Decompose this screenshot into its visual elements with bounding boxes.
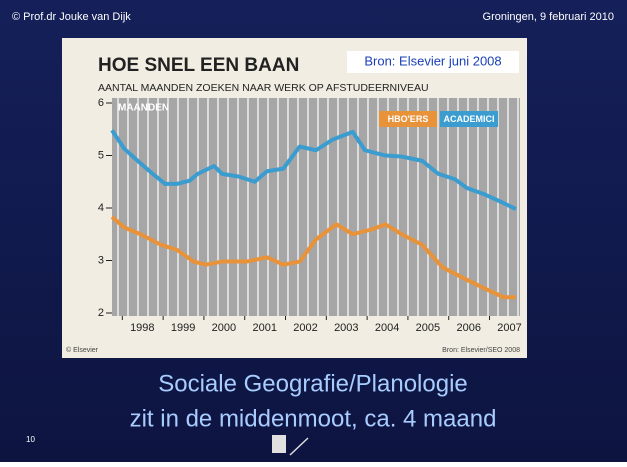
x-tick-label: 2001 xyxy=(252,322,276,334)
source-box xyxy=(347,51,519,73)
author: © Prof.dr Jouke van Dijk xyxy=(12,11,131,23)
credit-left: © Elsevier xyxy=(66,346,99,354)
logo xyxy=(272,435,286,453)
x-tick-label: 1999 xyxy=(171,322,195,334)
x-tick-label: 1998 xyxy=(130,322,154,334)
x-tick-label: 2007 xyxy=(497,322,521,334)
place-date: Groningen, 9 februari 2010 xyxy=(483,11,614,23)
y-tick-label: 3 xyxy=(98,254,104,266)
y-axis-label: MAANDEN xyxy=(118,103,169,114)
y-tick-label: 4 xyxy=(98,202,104,214)
legend-swatch xyxy=(440,111,498,127)
x-tick-label: 2002 xyxy=(293,322,317,334)
credit-right: Bron: Elsevier/SEO 2008 xyxy=(442,347,520,354)
y-tick-label: 5 xyxy=(98,149,104,161)
y-tick-label: 6 xyxy=(98,97,104,109)
legend-label: ACADEMICI xyxy=(444,114,495,124)
source-overlay: Bron: Elsevier juni 2008 xyxy=(364,53,501,68)
y-tick-label: 2 xyxy=(98,307,104,319)
logo-stroke xyxy=(289,437,309,456)
legend-label: HBO'ERS xyxy=(388,114,429,124)
x-tick-label: 2005 xyxy=(416,322,440,334)
body-line: Sociale Geografie/Planologie xyxy=(158,370,468,397)
series-line xyxy=(110,129,517,211)
stripes xyxy=(117,98,519,316)
page-number: 10 xyxy=(26,435,35,444)
series-line xyxy=(110,215,516,300)
body-line: zit in de middenmoot, ca. 4 maand xyxy=(130,405,497,432)
x-tick-label: 2003 xyxy=(334,322,358,334)
legend-swatch xyxy=(379,111,437,127)
x-tick-label: 2004 xyxy=(375,322,399,334)
chart-title: HOE SNEL EEN BAAN xyxy=(98,55,299,76)
chart-subtitle: AANTAL MAANDEN ZOEKEN NAAR WERK OP AFSTU… xyxy=(98,82,429,94)
x-tick-label: 2000 xyxy=(212,322,236,334)
plot-area xyxy=(112,98,520,316)
x-tick-label: 2006 xyxy=(456,322,480,334)
